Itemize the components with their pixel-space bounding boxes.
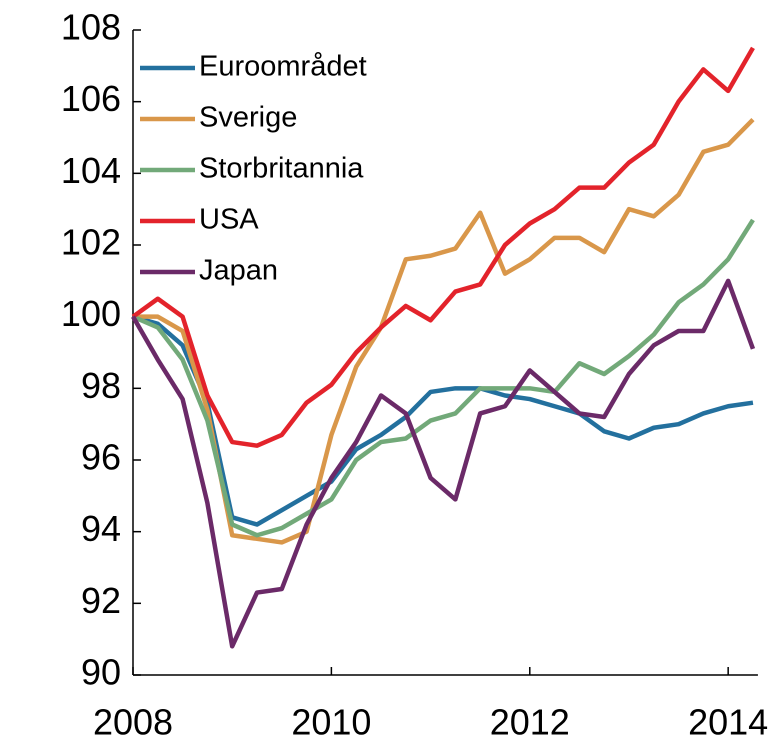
x-tick-label: 2008	[93, 702, 173, 743]
y-tick-label: 98	[81, 365, 121, 406]
series-line	[131, 278, 756, 649]
series-line	[131, 46, 755, 448]
y-tick-label: 92	[81, 580, 121, 621]
y-tick-label: 100	[61, 293, 121, 334]
y-tick-label: 108	[61, 7, 121, 48]
legend-label: Japan	[199, 255, 278, 287]
x-tick-label: 2012	[490, 702, 570, 743]
legend-label: Sverige	[199, 102, 297, 134]
y-tick-label: 94	[81, 508, 121, 549]
y-tick-label: 104	[61, 150, 121, 191]
legend-label: Storbritannia	[199, 153, 364, 185]
series-line	[132, 314, 754, 527]
series-line	[133, 118, 755, 545]
y-tick-label: 106	[61, 78, 121, 119]
y-tick-label: 96	[81, 437, 121, 478]
series-line	[132, 218, 755, 538]
legend-label: USA	[199, 204, 259, 236]
x-tick-label: 2010	[291, 702, 371, 743]
y-tick-label: 90	[81, 652, 121, 693]
legend-label: Euroområdet	[199, 51, 367, 83]
x-tick-label: 2014	[688, 702, 768, 743]
y-tick-label: 102	[61, 222, 121, 263]
